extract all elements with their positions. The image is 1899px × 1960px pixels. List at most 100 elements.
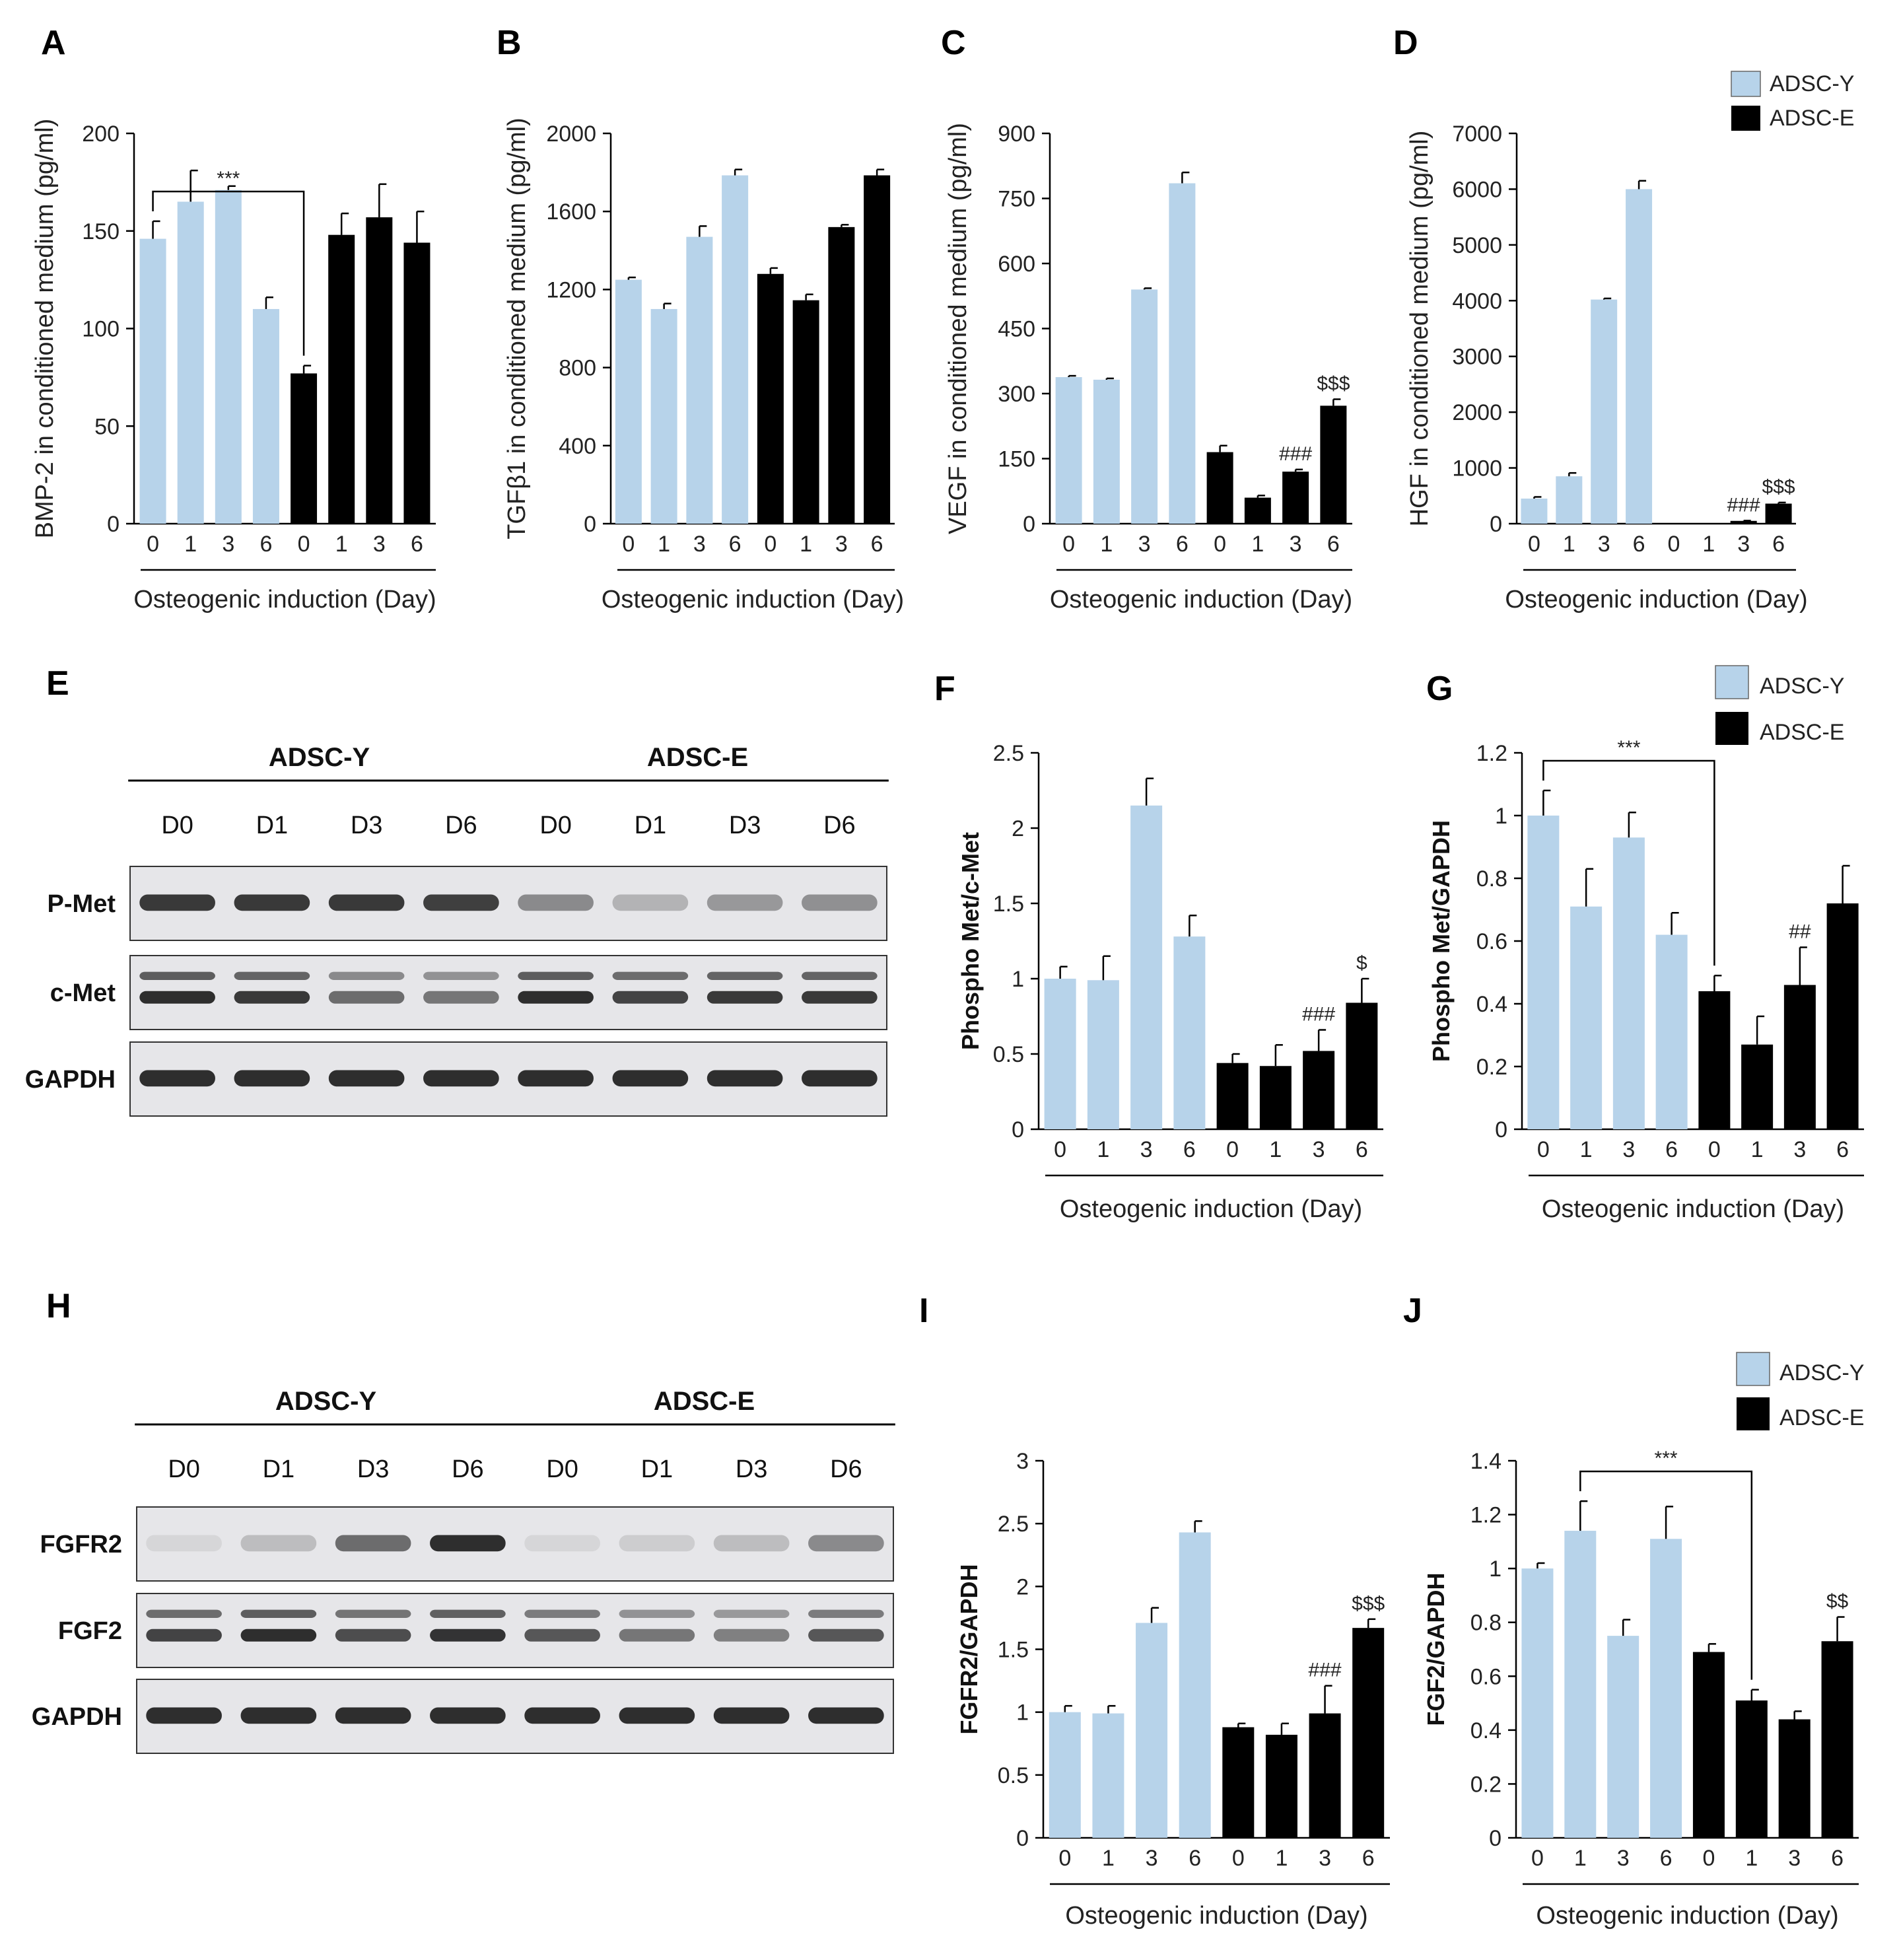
bar	[792, 300, 819, 524]
y-tick-label: 150	[998, 447, 1035, 472]
blot-band	[524, 1535, 600, 1552]
x-tick-label: 3	[1319, 1846, 1331, 1871]
x-tick-label: 1	[1275, 1846, 1288, 1871]
blot-lane-label: D6	[452, 1455, 484, 1483]
blot-band-upper	[423, 971, 499, 980]
legend-swatch-elderly	[1737, 1397, 1770, 1430]
bar	[1049, 1712, 1081, 1838]
bar	[291, 373, 318, 524]
bar	[1346, 1002, 1378, 1129]
bar	[1741, 1044, 1774, 1129]
significance-bracket	[152, 190, 305, 356]
bar	[1259, 1066, 1292, 1129]
blot-group-label: ADSC-Y	[275, 1387, 377, 1416]
x-tick-label: 6	[1356, 1137, 1368, 1162]
bar	[1179, 1532, 1211, 1838]
blot-lane-label: D3	[357, 1455, 390, 1483]
legend-swatch-young	[1715, 665, 1749, 699]
blot-band-upper	[707, 971, 783, 980]
y-tick-label: 0.8	[1476, 866, 1507, 892]
x-tick-label: 6	[1362, 1846, 1375, 1871]
significance-label: $	[1356, 952, 1367, 974]
y-tick-label: 0.8	[1470, 1611, 1502, 1636]
blot-band-upper	[612, 971, 689, 980]
blot-band-upper	[240, 1609, 317, 1618]
y-tick-label: 1	[1495, 804, 1507, 829]
blot-band	[234, 894, 310, 911]
bar	[1778, 1719, 1811, 1838]
x-tick-label: 6	[1772, 532, 1785, 557]
bar	[615, 279, 642, 524]
blot-lane-label: D6	[830, 1455, 862, 1483]
y-axis-title: Phospho Met/GAPDH	[1428, 820, 1455, 1062]
x-tick-label: 0	[1537, 1137, 1550, 1162]
x-tick-label: 1	[1574, 1846, 1587, 1871]
blot-band	[335, 1628, 411, 1642]
legend-swatch-elderly	[1731, 106, 1760, 131]
x-tick-label: 3	[835, 532, 848, 557]
blot-band-upper	[335, 1609, 411, 1618]
blot-row-label: FGF2	[58, 1617, 122, 1645]
blot-row-label: FGFR2	[40, 1531, 122, 1558]
significance-bracket	[1542, 759, 1715, 966]
y-tick-label: 0	[1489, 1826, 1502, 1851]
x-tick-label: 3	[1788, 1846, 1801, 1871]
chart-j: J 0 0.2 0.4 0.6 0.8 1 1.2 1.4 0 1 3 6 0 1 3 6 Osteogenic …	[1403, 1292, 1864, 1930]
significance-label: $$$	[1762, 476, 1795, 498]
blot-lane-label: D0	[168, 1455, 200, 1483]
blot-band	[139, 991, 215, 1004]
blot-band	[808, 1707, 884, 1724]
blot-band	[713, 1707, 790, 1724]
x-tick-label: 1	[1751, 1137, 1764, 1162]
x-tick-label: 3	[222, 532, 234, 557]
y-tick-label: 0.2	[1476, 1055, 1507, 1080]
y-tick-label: 2000	[546, 122, 596, 147]
x-tick-label: 1	[1097, 1137, 1109, 1162]
y-tick-label: 1600	[546, 199, 596, 225]
bar	[1309, 1713, 1341, 1838]
x-tick-label: 0	[1226, 1137, 1239, 1162]
blot-band-upper	[802, 971, 878, 980]
bar	[1821, 1641, 1853, 1838]
y-tick-label: 1.2	[1470, 1503, 1502, 1528]
y-tick-label: 2.5	[993, 741, 1024, 766]
blot-band	[146, 1535, 222, 1552]
legend-label-young: ADSC-Y	[1779, 1360, 1864, 1385]
blot-band	[430, 1535, 506, 1552]
x-tick-label: 3	[1617, 1846, 1630, 1871]
blot-band	[524, 1707, 600, 1724]
blot-band-upper	[328, 971, 405, 980]
significance-label: ###	[1279, 443, 1312, 465]
y-tick-label: 3	[1016, 1449, 1029, 1474]
blot-lane-label: D3	[351, 812, 383, 839]
legend-label-elderly: ADSC-E	[1779, 1405, 1864, 1430]
panel-label: B	[497, 24, 522, 62]
x-tick-label: 0	[1062, 532, 1075, 557]
blot-row-label: c-Met	[50, 979, 116, 1007]
y-tick-label: 600	[998, 252, 1035, 277]
blot-band	[808, 1535, 884, 1552]
panel-label: C	[941, 24, 966, 62]
significance-label: ###	[1309, 1660, 1342, 1681]
y-tick-label: 2	[1012, 816, 1024, 841]
x-tick-label: 3	[373, 532, 386, 557]
x-tick-label: 0	[1531, 1846, 1544, 1871]
x-axis-title: Osteogenic induction (Day)	[1542, 1195, 1844, 1223]
x-tick-label: 0	[1708, 1137, 1721, 1162]
x-axis-title: Osteogenic induction (Day)	[1060, 1195, 1362, 1223]
blot-band	[619, 1628, 695, 1642]
blot-band-upper	[139, 971, 215, 980]
blot-row-label: GAPDH	[25, 1066, 116, 1094]
blot-band	[240, 1535, 317, 1552]
blot-band	[802, 1070, 878, 1087]
y-tick-label: 6000	[1452, 177, 1502, 202]
y-tick-label: 3000	[1452, 345, 1502, 370]
y-tick-label: 1.5	[993, 892, 1024, 917]
x-tick-label: 6	[1327, 532, 1340, 557]
bar	[1626, 189, 1653, 524]
panel-label: A	[41, 24, 66, 62]
x-tick-label: 0	[147, 532, 159, 557]
bar	[366, 217, 393, 524]
